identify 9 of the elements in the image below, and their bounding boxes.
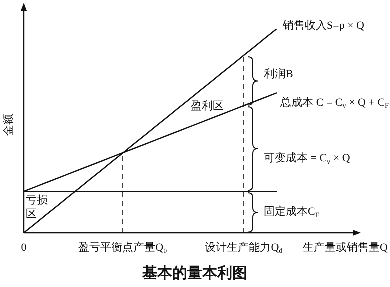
y-axis-title: 金额 — [2, 114, 15, 136]
x-tick-label: 盈亏平衡点产量Q₀ — [78, 240, 168, 254]
annotation: 盈利区 — [191, 99, 224, 112]
x-axis-title: 生产量或销售量Q — [303, 240, 388, 254]
text: 基本的量本利图 — [142, 264, 248, 282]
annotation: 利润B — [264, 68, 294, 81]
x-tick-label: 0 — [21, 242, 28, 254]
series-label: 销售收入S=p × Q — [282, 18, 365, 32]
annotation: 亏损区 — [26, 194, 48, 220]
